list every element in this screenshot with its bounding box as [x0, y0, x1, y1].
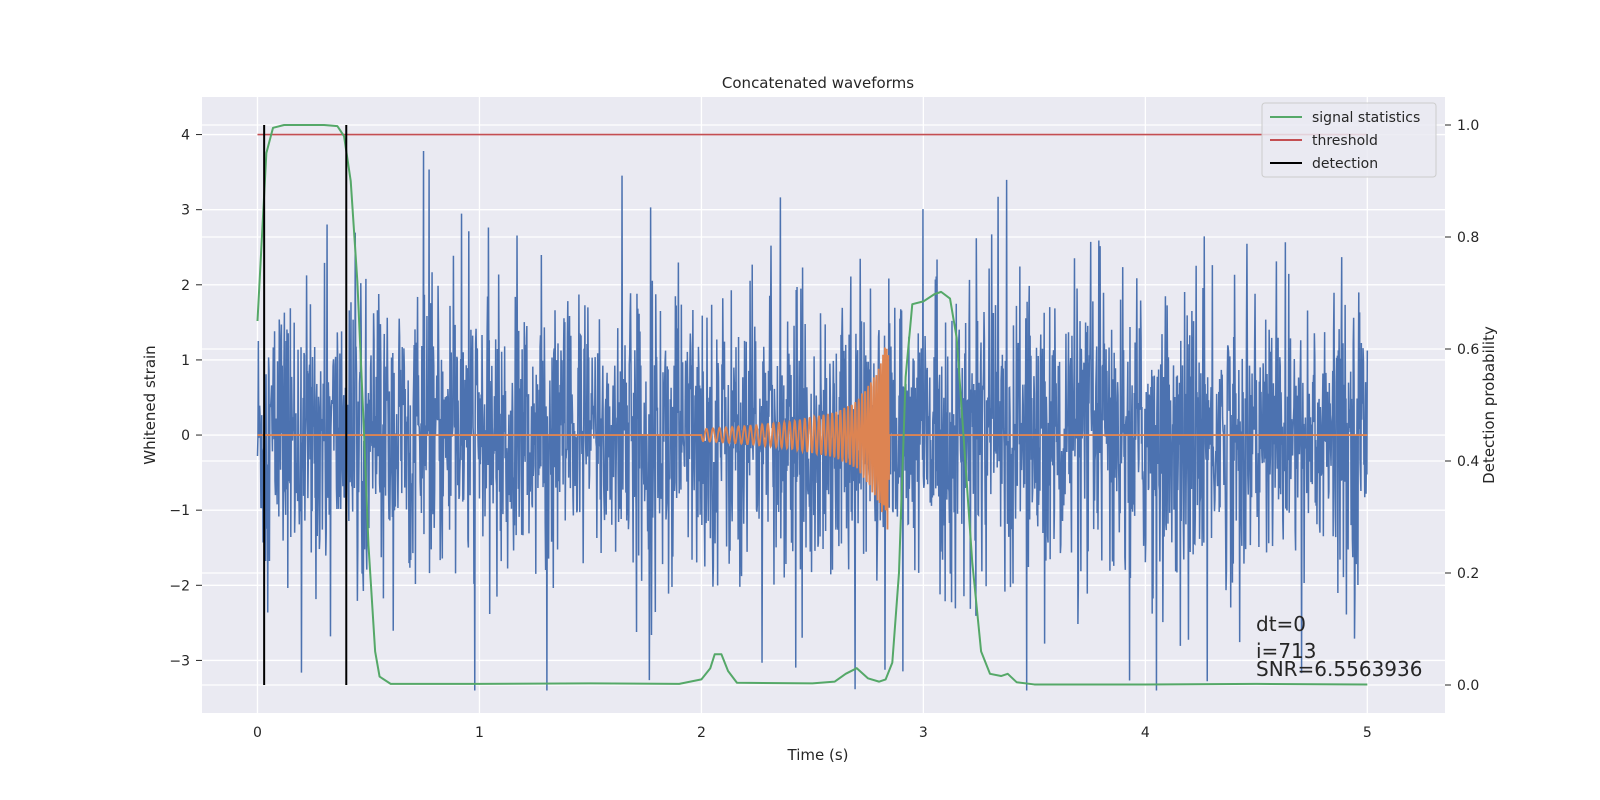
- legend: signal statistics threshold detection: [1261, 102, 1437, 178]
- x-axis-ticks: 0 1 2 3 4 5: [253, 725, 1372, 741]
- y-right-tick-label: 0.6: [1457, 342, 1479, 358]
- annotation-dt: dt=0: [1256, 612, 1306, 636]
- y-right-tick-label: 0.2: [1457, 566, 1479, 582]
- series-injected-chirp: [257, 347, 1368, 530]
- y-left-tick-label: 3: [181, 203, 190, 219]
- y-right-axis-label: Detection probability: [1480, 326, 1498, 484]
- y-left-tick-label: 2: [181, 278, 190, 294]
- x-tick-label: 3: [919, 725, 928, 741]
- x-tick-label: 1: [475, 725, 484, 741]
- annotation-snr: SNR=6.5563936: [1256, 657, 1422, 681]
- legend-label-threshold: threshold: [1312, 133, 1378, 149]
- legend-label-signal-statistics: signal statistics: [1312, 110, 1420, 126]
- y-left-axis-ticks: −3 −2 −1 0 1 2 3 4: [169, 128, 202, 669]
- legend-box: [1261, 102, 1437, 178]
- legend-label-detection: detection: [1312, 156, 1378, 172]
- y-right-tick-label: 0.4: [1457, 454, 1479, 470]
- y-left-tick-label: 0: [181, 428, 190, 444]
- x-axis-label: Time (s): [787, 746, 849, 764]
- annotation: dt=0 i=713 SNR=6.5563936: [1256, 612, 1422, 681]
- y-left-axis-label: Whitened strain: [141, 345, 159, 464]
- y-left-tick-label: 1: [181, 353, 190, 369]
- y-left-tick-label: −1: [169, 503, 190, 519]
- x-tick-label: 2: [697, 725, 706, 741]
- chart-title: Concatenated waveforms: [722, 74, 914, 92]
- y-right-tick-label: 1.0: [1457, 118, 1479, 134]
- series-layer: [256, 124, 1369, 691]
- y-right-axis-ticks: 0.0 0.2 0.4 0.6 0.8 1.0: [1445, 118, 1479, 694]
- annotation-index: i=713: [1256, 639, 1317, 663]
- y-right-tick-label: 0.8: [1457, 230, 1479, 246]
- y-left-tick-label: −3: [169, 653, 190, 669]
- x-tick-label: 4: [1141, 725, 1150, 741]
- x-tick-label: 5: [1363, 725, 1372, 741]
- y-left-tick-label: −2: [169, 578, 190, 594]
- y-right-tick-label: 0.0: [1457, 678, 1479, 694]
- x-tick-label: 0: [253, 725, 262, 741]
- series-whitened-strain: [256, 150, 1369, 691]
- y-left-tick-label: 4: [181, 128, 190, 144]
- series-signal-statistics: [256, 124, 1368, 686]
